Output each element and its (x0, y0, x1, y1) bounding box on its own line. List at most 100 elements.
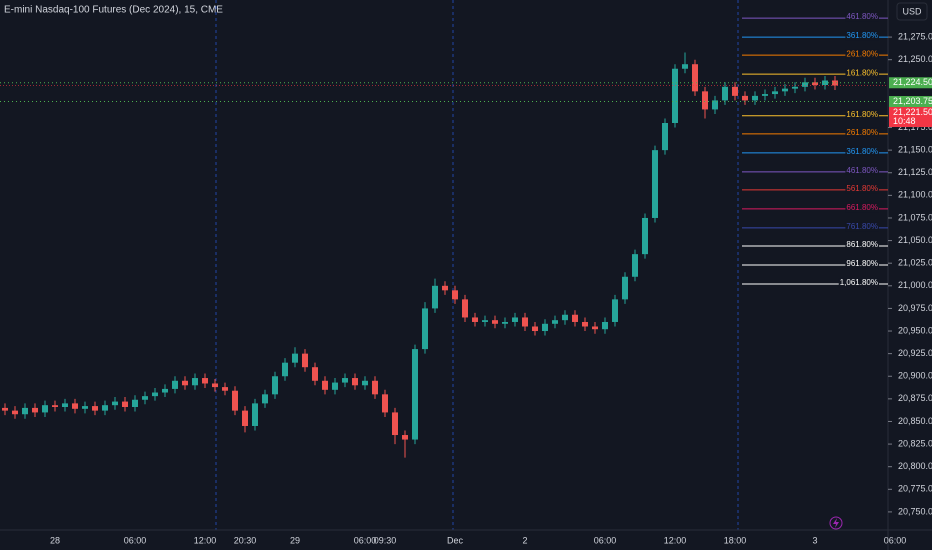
fib-label-bg (845, 165, 879, 175)
x-tick-label: 06:00 (594, 535, 617, 545)
fib-label: 361.80% (846, 147, 878, 156)
candle-body (482, 320, 488, 322)
candle-body (672, 68, 678, 124)
candle-body (662, 123, 668, 151)
candle-body (792, 86, 798, 89)
candle-body (182, 380, 188, 386)
fib-label-bg (845, 146, 879, 156)
candle-body (472, 317, 478, 322)
currency-button[interactable] (896, 2, 928, 21)
fib-label-bg (838, 278, 879, 288)
candle-body (322, 380, 328, 390)
candle-body (692, 64, 698, 92)
x-tick-label: 06:00 (124, 535, 147, 545)
alert-icon[interactable] (829, 516, 843, 530)
candle-body (702, 91, 708, 110)
candle-body (72, 403, 78, 409)
y-tick-label: 20,850.00 (898, 416, 932, 426)
x-tick-label: 06:00 (884, 535, 907, 545)
fib-label-bg (845, 259, 879, 269)
y-tick-label: 20,950.00 (898, 325, 932, 335)
candle-body (12, 410, 18, 415)
candle-body (232, 390, 238, 411)
x-tick-label: 12:00 (194, 535, 217, 545)
candle-body (252, 403, 258, 426)
y-tick-label: 21,100.00 (898, 190, 932, 200)
x-tick-label: 18:00 (724, 535, 747, 545)
y-tick-label: 21,025.00 (898, 258, 932, 268)
candle-body (102, 405, 108, 411)
fib-label-bg (845, 127, 879, 137)
candle-body (762, 94, 768, 96)
candle-body (402, 435, 408, 440)
fib-label: 861.80% (846, 240, 878, 249)
y-tick-label: 20,775.00 (898, 484, 932, 494)
fib-label: 1,061.80% (840, 278, 878, 287)
candle-body (52, 405, 58, 407)
candle-body (422, 308, 428, 350)
currency-label[interactable]: USD (902, 6, 922, 16)
alert-icon-bolt (833, 518, 839, 528)
candle-body (512, 317, 518, 322)
price-label-bg (889, 77, 932, 89)
candle-body (152, 392, 158, 397)
fib-label: 561.80% (846, 184, 878, 193)
candle-body (112, 401, 118, 406)
candle-body (392, 412, 398, 436)
candle-body (62, 403, 68, 407)
candle-body (412, 349, 418, 440)
candle-body (652, 150, 658, 218)
candle-body (382, 394, 388, 413)
fib-label: 761.80% (846, 222, 878, 231)
candle-body (592, 326, 598, 330)
x-tick-label: Dec (447, 535, 464, 545)
candle-body (122, 401, 128, 407)
x-tick-label: 29 (290, 535, 300, 545)
fib-label-bg (845, 240, 879, 250)
candle-body (172, 380, 178, 389)
candle-body (572, 314, 578, 322)
price-label-bg (889, 107, 932, 128)
y-tick-label: 20,925.00 (898, 348, 932, 358)
candle-body (582, 321, 588, 327)
y-tick-label: 21,000.00 (898, 280, 932, 290)
fib-label: 161.80% (846, 110, 878, 119)
fib-label-bg (845, 31, 879, 41)
candle-body (332, 382, 338, 390)
fib-label-bg (845, 222, 879, 232)
y-tick-label: 21,050.00 (898, 235, 932, 245)
fib-label: 261.80% (846, 128, 878, 137)
candle-body (732, 86, 738, 96)
candle-body (502, 321, 508, 324)
candle-body (552, 320, 558, 324)
candle-body (802, 82, 808, 87)
chart-title: E-mini Nasdaq-100 Futures (Dec 2024), 15… (4, 5, 223, 16)
y-tick-label: 21,075.00 (898, 212, 932, 222)
y-tick-label: 21,275.00 (898, 31, 932, 41)
fib-label-bg (845, 49, 879, 59)
candle-body (522, 317, 528, 327)
candle-body (632, 254, 638, 277)
y-tick-label: 20,975.00 (898, 303, 932, 313)
price-label: 21,224.50 (893, 77, 932, 87)
candle-body (242, 410, 248, 426)
price-label: 21,221.50 (893, 107, 932, 117)
candle-body (782, 88, 788, 92)
candle-body (82, 406, 88, 409)
price-label-bg (889, 96, 932, 108)
fib-label: 261.80% (846, 49, 878, 58)
candle-body (42, 405, 48, 413)
y-tick-label: 20,900.00 (898, 371, 932, 381)
x-tick-label: 12:00 (664, 535, 687, 545)
candle-body (562, 314, 568, 321)
candle-body (492, 320, 498, 324)
fib-label: 361.80% (846, 31, 878, 40)
candle-body (712, 100, 718, 110)
candle-body (22, 407, 28, 415)
candle-body (282, 362, 288, 377)
fib-label: 461.80% (846, 12, 878, 21)
fib-label-bg (845, 184, 879, 194)
candle-body (192, 378, 198, 386)
x-tick-label: 28 (50, 535, 60, 545)
fib-label: 661.80% (846, 203, 878, 212)
